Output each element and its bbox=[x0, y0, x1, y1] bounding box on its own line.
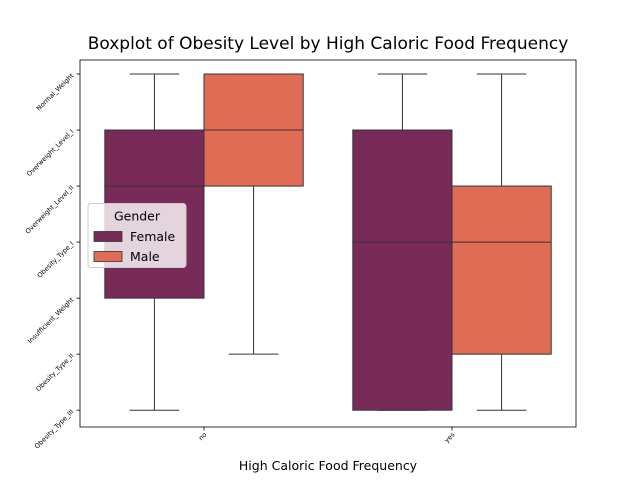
y-tick-label: Overweight_Level_I bbox=[25, 128, 75, 178]
x-tick-label: yes bbox=[443, 430, 457, 444]
x-axis-label: High Caloric Food Frequency bbox=[239, 458, 418, 473]
plot-frame bbox=[79, 59, 577, 428]
legend-swatch bbox=[93, 231, 123, 242]
y-tick-label: Insufficient_Weight bbox=[26, 296, 76, 346]
legend: Gender Female Male bbox=[87, 203, 187, 268]
box bbox=[451, 185, 552, 355]
chart-title: Boxplot of Obesity Level by High Caloric… bbox=[88, 34, 569, 54]
box bbox=[352, 129, 453, 411]
legend-label: Female bbox=[130, 229, 176, 244]
y-tick-label: Obesity_Type_III bbox=[33, 408, 75, 450]
x-tick-label: no bbox=[197, 431, 208, 442]
y-tick-label: Overweight_Level_II bbox=[24, 184, 76, 236]
legend-title: Gender bbox=[114, 209, 161, 224]
legend-label: Male bbox=[130, 249, 160, 264]
legend-swatch bbox=[93, 251, 123, 262]
y-tick-label: Obesity_Type_II bbox=[34, 352, 75, 393]
y-tick-label: Obesity_Type_I bbox=[36, 240, 76, 280]
y-tick-label: Normal_Weight bbox=[35, 71, 76, 112]
